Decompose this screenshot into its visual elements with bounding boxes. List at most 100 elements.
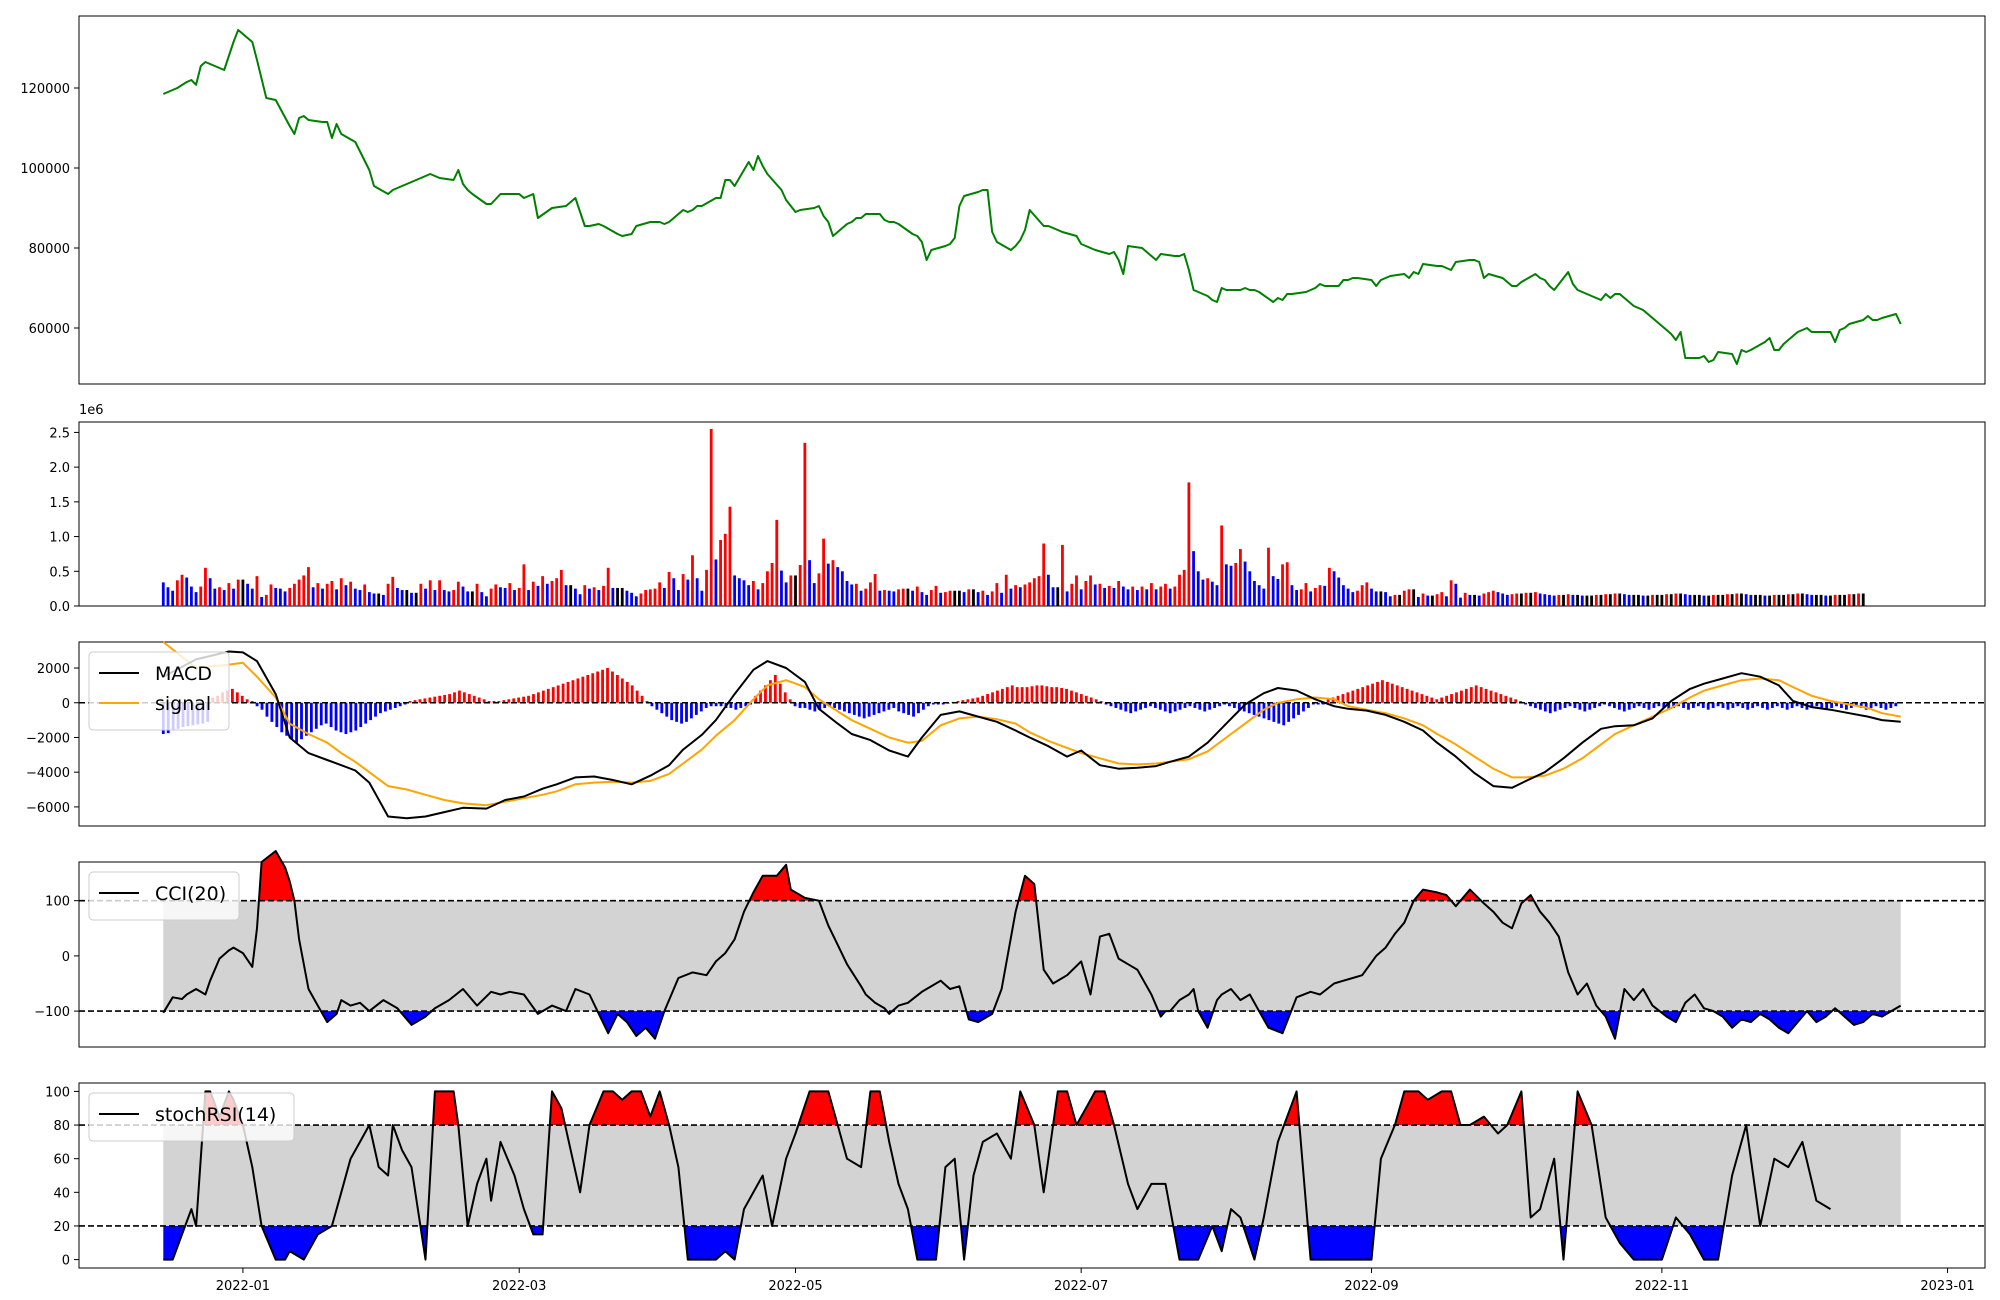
macd-histogram-bar	[862, 702, 866, 719]
volume-bar	[1669, 594, 1673, 606]
volume-bar	[583, 585, 587, 606]
volume-bar	[349, 581, 353, 606]
macd-histogram-bar	[1691, 702, 1695, 708]
macd-histogram-bar	[1553, 702, 1557, 712]
volume-bar	[1332, 571, 1336, 606]
volume-bar	[1037, 576, 1041, 606]
volume-bar	[686, 579, 690, 606]
volume-bar	[695, 578, 699, 606]
volume-bar	[1529, 592, 1533, 606]
volume-bar	[316, 583, 320, 606]
volume-bar	[606, 567, 610, 606]
volume-bar	[1346, 588, 1350, 606]
volume-bar	[1257, 585, 1261, 606]
macd-histogram-bar	[961, 700, 965, 703]
macd-histogram-bar	[660, 702, 664, 714]
volume-bar	[414, 592, 418, 606]
macd-histogram-bar	[1336, 695, 1340, 703]
macd-histogram-bar	[1084, 695, 1088, 703]
macd-histogram-bar	[936, 702, 940, 705]
axes-frame-1	[78, 15, 1986, 385]
volume-bar	[1562, 594, 1565, 606]
volume-bar	[658, 582, 662, 606]
macd-histogram-bar	[541, 690, 545, 703]
macd-histogram-bar	[1000, 688, 1004, 703]
volume-bar	[639, 593, 643, 606]
volume-bar	[470, 591, 474, 606]
macd-histogram-bar	[1321, 702, 1325, 705]
volume-bar	[1374, 591, 1378, 606]
x-tick-label: 2022-03	[492, 1279, 546, 1294]
macd-histogram-bar	[1425, 695, 1429, 703]
volume-bar	[1786, 594, 1790, 606]
x-tick-label: 2022-07	[1054, 1279, 1108, 1294]
macd-histogram-bar	[1514, 699, 1518, 703]
macd-histogram-bar	[1435, 699, 1439, 703]
volume-bar	[873, 574, 877, 606]
macd-histogram-bar	[1158, 702, 1162, 710]
macd-histogram-bar	[280, 702, 284, 733]
macd-histogram-bar	[290, 702, 294, 740]
volume-bar	[1833, 594, 1837, 606]
macd-histogram-bar	[788, 699, 792, 703]
macd-histogram-bar	[537, 692, 540, 703]
macd-histogram-bar	[1055, 687, 1059, 703]
volume-bar	[1819, 594, 1823, 606]
volume-bar	[648, 589, 652, 606]
volume-bar	[620, 587, 624, 606]
volume-bar	[1393, 594, 1397, 606]
macd-histogram-bar	[847, 702, 851, 714]
volume-bar	[943, 592, 947, 606]
volume-bar	[1594, 594, 1598, 606]
volume-bar	[297, 579, 301, 606]
volume-bar	[1107, 585, 1111, 606]
y-tick-label: 100000	[20, 162, 70, 177]
volume-bar	[602, 585, 605, 606]
volume-bar	[550, 581, 554, 606]
volume-bar	[1412, 589, 1416, 606]
volume-bar	[990, 591, 994, 606]
macd-histogram-bar	[719, 702, 723, 707]
macd-histogram-bar	[1859, 702, 1863, 708]
macd-histogram-bar	[1139, 702, 1142, 710]
volume-scale-label: 1e6	[79, 403, 104, 418]
volume-bar	[1566, 594, 1570, 606]
macd-histogram-bar	[690, 702, 693, 719]
macd-histogram-bar	[546, 688, 550, 703]
volume-bar	[1051, 587, 1055, 606]
macd-histogram-bar	[235, 692, 239, 703]
macd-histogram-bar	[601, 669, 604, 703]
volume-bar	[335, 589, 338, 606]
macd-histogram-bar	[655, 702, 659, 710]
volume-bar	[377, 593, 381, 606]
volume-bar	[812, 583, 816, 606]
macd-histogram-bar	[482, 699, 486, 703]
volume-bar	[1580, 595, 1584, 606]
macd-histogram-bar	[462, 692, 466, 703]
volume-bar	[1309, 591, 1313, 606]
volume-bar	[452, 590, 456, 606]
macd-histogram-bar	[369, 702, 373, 721]
volume-bar	[1379, 591, 1383, 606]
macd-histogram-bar	[1129, 702, 1133, 714]
volume-bar	[330, 581, 334, 606]
volume-bar	[1843, 594, 1846, 606]
macd-histogram-bar	[1326, 699, 1330, 703]
macd-histogram-bar	[576, 678, 580, 703]
volume-bar	[424, 588, 427, 606]
y-tick-label: −6000	[26, 801, 70, 816]
macd-histogram-bar	[699, 702, 703, 712]
volume-bar	[1501, 593, 1505, 606]
macd-histogram-bar	[497, 701, 501, 703]
volume-bar	[1299, 589, 1303, 606]
volume-bar	[1224, 564, 1228, 606]
macd-histogram-bar	[438, 695, 442, 703]
macd-histogram-bar	[1203, 702, 1207, 712]
volume-bar	[1543, 594, 1547, 606]
axes-frame-5	[78, 1082, 1986, 1269]
macd-histogram-bar	[1583, 702, 1587, 712]
macd-histogram-bar	[1460, 690, 1463, 703]
legend-box	[88, 871, 240, 921]
macd-histogram-bar	[1687, 702, 1690, 710]
